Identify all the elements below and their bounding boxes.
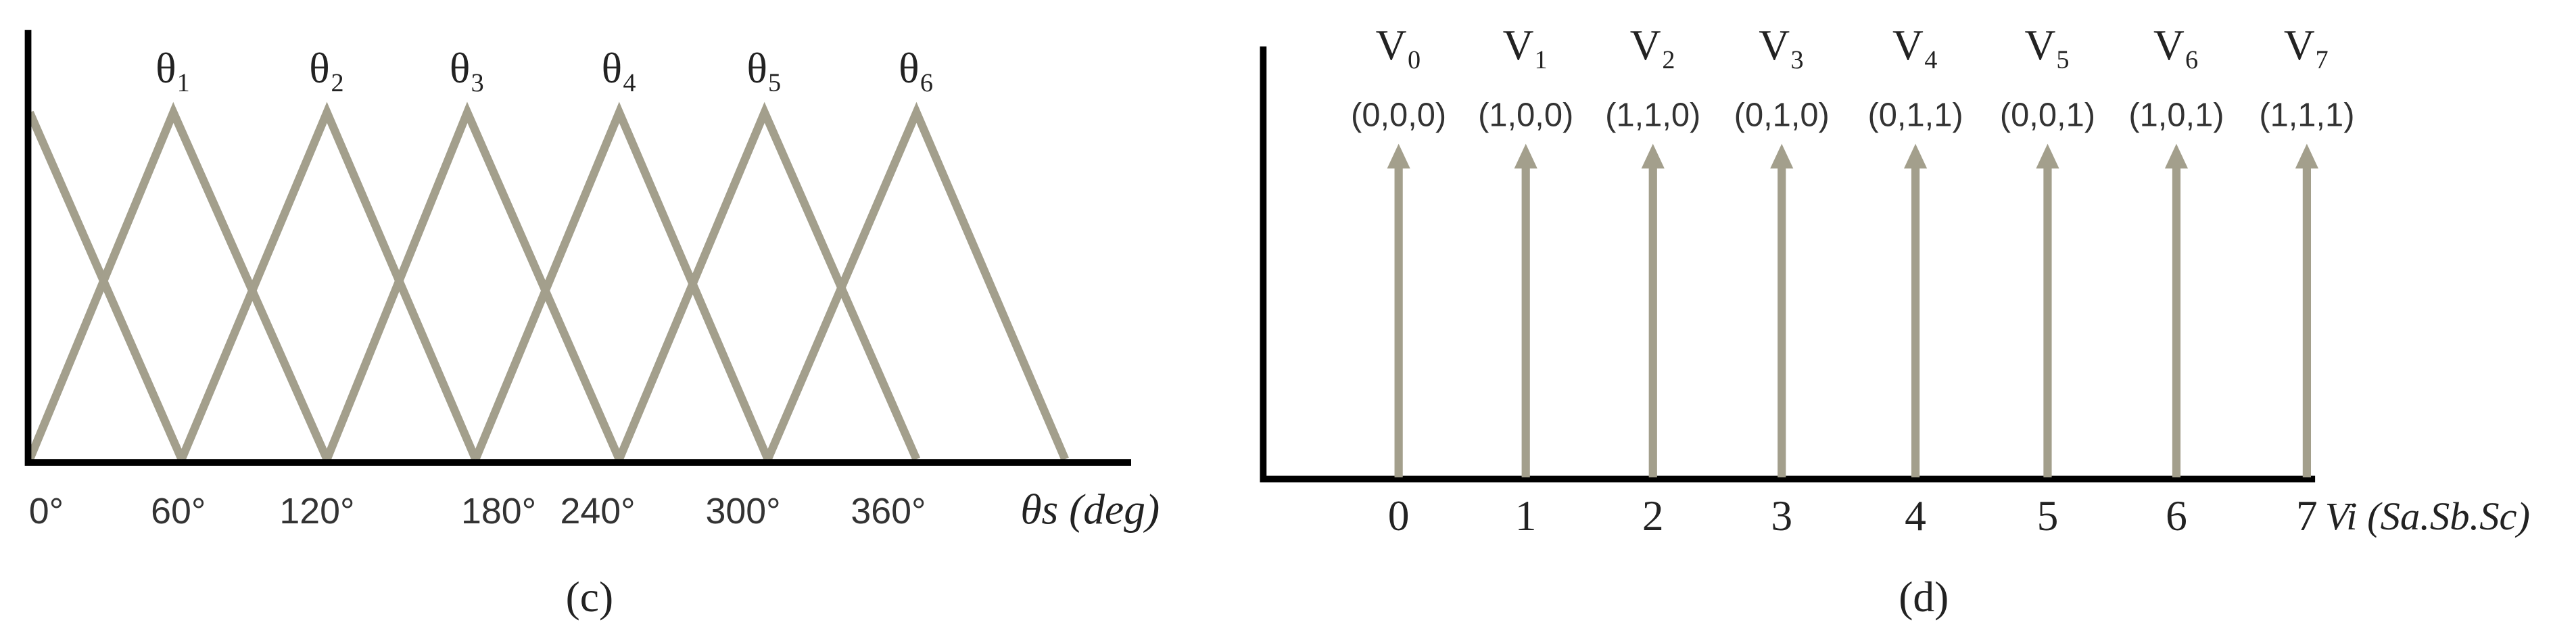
membership-triangle [615,101,921,461]
membership-label: θ₆ [899,44,934,92]
switch-state: (1,0,1) [2128,97,2224,134]
vector-label: V₄ [1892,21,1938,69]
membership-triangle [26,101,331,461]
membership-label: θ₅ [747,44,783,92]
panel-c: θs (deg) (c) [24,30,1160,621]
arrow-head [1641,143,1665,169]
vector-label: V₃ [1759,21,1805,69]
panel-d: Vi (Sa.Sb.Sc) (d) [1260,46,2530,621]
x-tick-label: 60° [151,491,206,531]
switch-state: (0,0,1) [2000,97,2095,134]
axis-label: Vi (Sa.Sb.Sc) [2325,494,2530,538]
arrow-head [2295,143,2318,169]
vector-label: V₆ [2153,21,2199,69]
membership-label: θ₄ [602,44,638,92]
arrow-head [1514,143,1537,169]
x-tick-label: 2 [1642,492,1664,540]
switch-state: (1,0,0) [1478,97,1573,134]
x-tick-label: 1 [1515,492,1537,540]
axes [24,30,1131,466]
switch-state: (1,1,0) [1605,97,1700,134]
axis-label: θs (deg) [1020,485,1160,533]
x-tick-label: 300° [705,491,780,531]
switch-state: (0,1,1) [1868,97,1963,134]
vector-label: V₇ [2284,21,2330,69]
arrow-head [2164,143,2189,169]
switch-state: (1,1,1) [2259,97,2354,134]
x-tick-label: 240° [560,491,636,531]
x-tick-label: 120° [279,491,354,531]
membership-triangle [471,101,772,461]
arrow-head [2036,143,2059,169]
membership-triangle [178,101,479,461]
vector-label: V₂ [1630,21,1676,69]
axes [1260,46,2316,483]
x-tick-label: 3 [1771,492,1792,540]
x-tick-label: 5 [2037,492,2059,540]
vector-label: V₁ [1503,21,1549,69]
x-tick-label: 4 [1905,492,1926,540]
x-tick-label: 7 [2296,492,2318,540]
x-tick-label: 0 [1388,492,1410,540]
vector-label: V₀ [1376,21,1422,69]
membership-triangle [323,101,623,461]
membership-label: θ₂ [309,44,345,92]
x-tick-label: 180° [461,491,536,531]
x-tick-label: 360° [851,491,926,531]
switch-state: (0,1,0) [1734,97,1830,134]
caption: (c) [566,573,613,621]
membership-triangle [764,101,1069,461]
arrow-head [1387,143,1410,169]
arrow-head [1770,143,1794,169]
arrow-head [1903,143,1928,169]
switch-state: (0,0,0) [1351,97,1446,134]
vector-label: V₅ [2024,21,2070,69]
x-tick-label: 0° [29,491,64,531]
x-tick-label: 6 [2166,492,2187,540]
membership-label: θ₃ [450,44,485,92]
membership-functions [26,101,1069,461]
caption: (d) [1899,573,1949,621]
membership-label: θ₁ [156,44,191,92]
